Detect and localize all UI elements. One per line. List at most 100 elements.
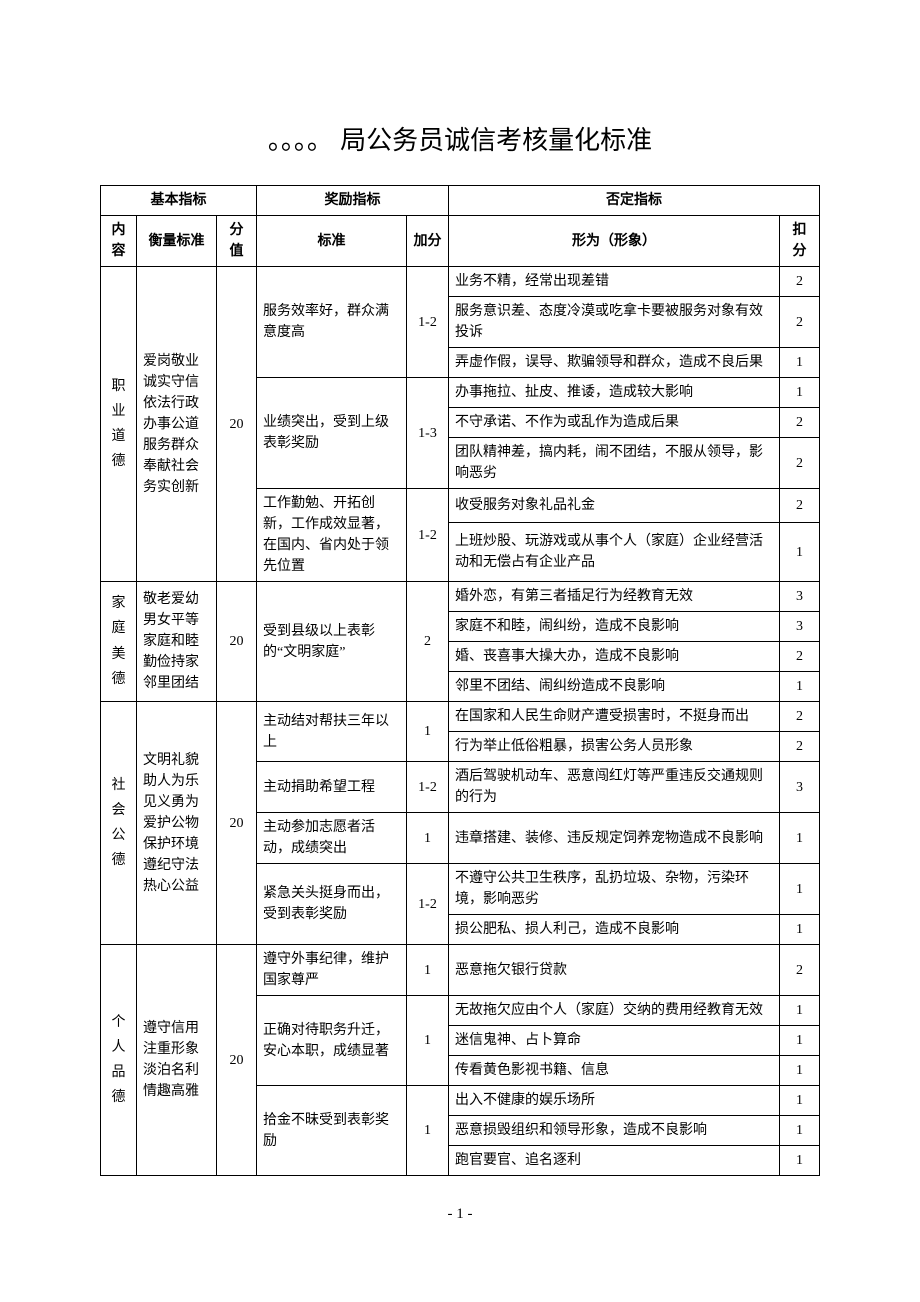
table-row: 职业道德 爱岗敬业诚实守信依法行政办事公道服务群众奉献社会务实创新 20 服务效… xyxy=(101,267,820,297)
behavior-cell: 上班炒股、玩游戏或从事个人（家庭）企业经营活动和无偿占有企业产品 xyxy=(449,523,780,582)
behavior-cell: 不遵守公共卫生秩序，乱扔垃圾、杂物，污染环境，影响恶劣 xyxy=(449,864,780,915)
deduct-cell: 1 xyxy=(780,864,820,915)
page-number: - 1 - xyxy=(100,1206,820,1223)
bonus-cell: 1-3 xyxy=(407,378,449,489)
header-negative: 否定指标 xyxy=(449,186,820,216)
behavior-cell: 办事拖拉、扯皮、推诿，造成较大影响 xyxy=(449,378,780,408)
bonus-cell: 2 xyxy=(407,582,449,702)
header-reward: 奖励指标 xyxy=(257,186,449,216)
deduct-cell: 2 xyxy=(780,945,820,996)
behavior-cell: 迷信鬼神、占卜算命 xyxy=(449,1026,780,1056)
measure-cell: 遵守信用注重形象淡泊名利情趣高雅 xyxy=(137,945,217,1176)
score-cell: 20 xyxy=(217,702,257,945)
behavior-cell: 出入不健康的娱乐场所 xyxy=(449,1086,780,1116)
behavior-cell: 服务意识差、态度冷漠或吃拿卡要被服务对象有效投诉 xyxy=(449,297,780,348)
behavior-cell: 恶意损毁组织和领导形象，造成不良影响 xyxy=(449,1116,780,1146)
deduct-cell: 1 xyxy=(780,1026,820,1056)
category-cell: 个人品德 xyxy=(101,945,137,1176)
behavior-cell: 行为举止低俗粗暴，损害公务人员形象 xyxy=(449,732,780,762)
behavior-cell: 家庭不和睦，闹纠纷，造成不良影响 xyxy=(449,612,780,642)
deduct-cell: 2 xyxy=(780,297,820,348)
deduct-cell: 3 xyxy=(780,612,820,642)
bonus-cell: 1 xyxy=(407,996,449,1086)
standard-cell: 服务效率好，群众满意度高 xyxy=(257,267,407,378)
standard-cell: 主动捐助希望工程 xyxy=(257,762,407,813)
deduct-cell: 2 xyxy=(780,408,820,438)
category-cell: 职业道德 xyxy=(101,267,137,582)
deduct-cell: 2 xyxy=(780,702,820,732)
behavior-cell: 团队精神差，搞内耗，闹不团结，不服从领导，影响恶劣 xyxy=(449,438,780,489)
measure-cell: 文明礼貌助人为乐见义勇为爱护公物保护环境遵纪守法热心公益 xyxy=(137,702,217,945)
deduct-cell: 1 xyxy=(780,1146,820,1176)
header-measure: 衡量标准 xyxy=(137,216,217,267)
standard-cell: 紧急关头挺身而出，受到表彰奖励 xyxy=(257,864,407,945)
behavior-cell: 无故拖欠应由个人（家庭）交纳的费用经教育无效 xyxy=(449,996,780,1026)
deduct-cell: 1 xyxy=(780,523,820,582)
header-bonus: 加分 xyxy=(407,216,449,267)
assessment-table: 基本指标 奖励指标 否定指标 内容 衡量标准 分值 标准 加分 形为（形象） 扣… xyxy=(100,185,820,1176)
deduct-cell: 2 xyxy=(780,642,820,672)
behavior-cell: 在国家和人民生命财产遭受损害时，不挺身而出 xyxy=(449,702,780,732)
category-cell: 社会公德 xyxy=(101,702,137,945)
deduct-cell: 2 xyxy=(780,489,820,523)
standard-cell: 受到县级以上表彰的“文明家庭” xyxy=(257,582,407,702)
standard-cell: 拾金不昧受到表彰奖励 xyxy=(257,1086,407,1176)
table-header-row: 基本指标 奖励指标 否定指标 xyxy=(101,186,820,216)
behavior-cell: 邻里不团结、闹纠纷造成不良影响 xyxy=(449,672,780,702)
deduct-cell: 1 xyxy=(780,813,820,864)
deduct-cell: 1 xyxy=(780,378,820,408)
bonus-cell: 1 xyxy=(407,945,449,996)
bonus-cell: 1 xyxy=(407,813,449,864)
bonus-cell: 1-2 xyxy=(407,267,449,378)
standard-cell: 工作勤勉、开拓创新，工作成效显著，在国内、省内处于领先位置 xyxy=(257,489,407,582)
category-cell: 家庭美德 xyxy=(101,582,137,702)
behavior-cell: 不守承诺、不作为或乱作为造成后果 xyxy=(449,408,780,438)
behavior-cell: 违章搭建、装修、违反规定饲养宠物造成不良影响 xyxy=(449,813,780,864)
table-row: 社会公德 文明礼貌助人为乐见义勇为爱护公物保护环境遵纪守法热心公益 20 主动结… xyxy=(101,702,820,732)
header-score: 分值 xyxy=(217,216,257,267)
standard-cell: 正确对待职务升迁，安心本职，成绩显著 xyxy=(257,996,407,1086)
deduct-cell: 2 xyxy=(780,267,820,297)
behavior-cell: 恶意拖欠银行贷款 xyxy=(449,945,780,996)
score-cell: 20 xyxy=(217,945,257,1176)
behavior-cell: 传看黄色影视书籍、信息 xyxy=(449,1056,780,1086)
deduct-cell: 1 xyxy=(780,915,820,945)
behavior-cell: 收受服务对象礼品礼金 xyxy=(449,489,780,523)
deduct-cell: 1 xyxy=(780,672,820,702)
standard-cell: 遵守外事纪律，维护国家尊严 xyxy=(257,945,407,996)
deduct-cell: 2 xyxy=(780,732,820,762)
behavior-cell: 损公肥私、损人利己，造成不良影响 xyxy=(449,915,780,945)
page-title: 。。。。 局公务员诚信考核量化标准 xyxy=(100,120,820,157)
header-deduct: 扣分 xyxy=(780,216,820,267)
deduct-cell: 2 xyxy=(780,438,820,489)
behavior-cell: 婚、丧喜事大操大办，造成不良影响 xyxy=(449,642,780,672)
bonus-cell: 1-2 xyxy=(407,762,449,813)
bonus-cell: 1-2 xyxy=(407,864,449,945)
deduct-cell: 1 xyxy=(780,348,820,378)
header-standard: 标准 xyxy=(257,216,407,267)
deduct-cell: 3 xyxy=(780,762,820,813)
table-row: 个人品德 遵守信用注重形象淡泊名利情趣高雅 20 遵守外事纪律，维护国家尊严 1… xyxy=(101,945,820,996)
header-behavior: 形为（形象） xyxy=(449,216,780,267)
bonus-cell: 1 xyxy=(407,1086,449,1176)
score-cell: 20 xyxy=(217,267,257,582)
behavior-cell: 酒后驾驶机动车、恶意闯红灯等严重违反交通规则的行为 xyxy=(449,762,780,813)
header-content: 内容 xyxy=(101,216,137,267)
measure-cell: 爱岗敬业诚实守信依法行政办事公道服务群众奉献社会务实创新 xyxy=(137,267,217,582)
score-cell: 20 xyxy=(217,582,257,702)
table-subheader-row: 内容 衡量标准 分值 标准 加分 形为（形象） 扣分 xyxy=(101,216,820,267)
deduct-cell: 1 xyxy=(780,1116,820,1146)
deduct-cell: 3 xyxy=(780,582,820,612)
behavior-cell: 婚外恋，有第三者插足行为经教育无效 xyxy=(449,582,780,612)
deduct-cell: 1 xyxy=(780,1056,820,1086)
deduct-cell: 1 xyxy=(780,1086,820,1116)
standard-cell: 业绩突出，受到上级表彰奖励 xyxy=(257,378,407,489)
bonus-cell: 1 xyxy=(407,702,449,762)
behavior-cell: 弄虚作假，误导、欺骗领导和群众，造成不良后果 xyxy=(449,348,780,378)
bonus-cell: 1-2 xyxy=(407,489,449,582)
standard-cell: 主动参加志愿者活动，成绩突出 xyxy=(257,813,407,864)
header-basic: 基本指标 xyxy=(101,186,257,216)
deduct-cell: 1 xyxy=(780,996,820,1026)
table-row: 家庭美德 敬老爱幼男女平等家庭和睦勤俭持家邻里团结 20 受到县级以上表彰的“文… xyxy=(101,582,820,612)
behavior-cell: 跑官要官、追名逐利 xyxy=(449,1146,780,1176)
